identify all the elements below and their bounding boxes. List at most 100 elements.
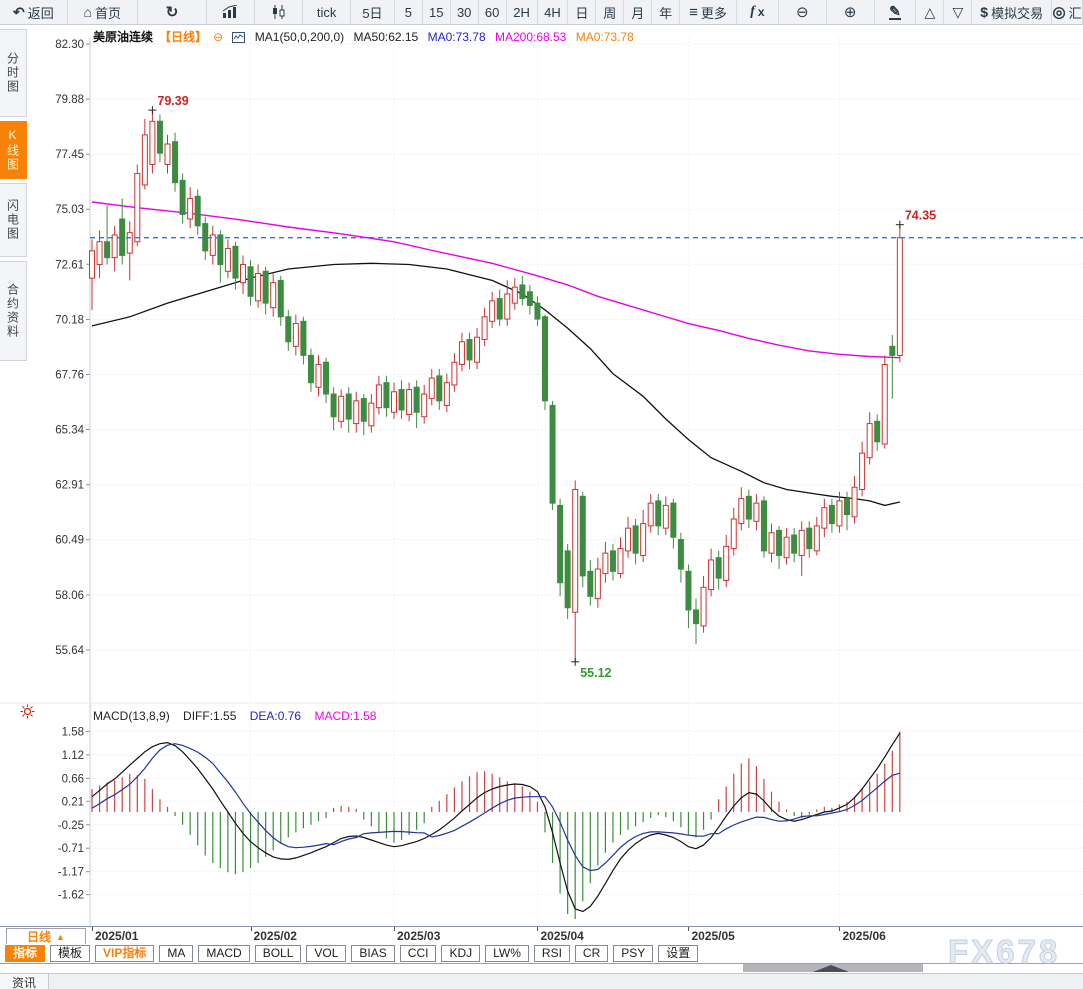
- period-selector[interactable]: 日线 ▲: [6, 928, 86, 945]
- month-tick: [537, 927, 539, 931]
- toolbar-button-candle-chart[interactable]: [255, 0, 304, 24]
- indicator-tab-CCI[interactable]: CCI: [399, 945, 437, 962]
- gridlines: 82.30 79.88 77.45 75.03 72.61 70.18 67.76 65.34…: [0, 38, 1083, 925]
- toolbar-button-label: 5: [404, 4, 412, 20]
- indicator-tab-VOL[interactable]: VOL: [306, 945, 347, 962]
- toolbar-button-month[interactable]: 月: [624, 0, 653, 24]
- toolbar-button-day[interactable]: 日: [568, 0, 597, 24]
- top-toolbar: ↶ 返回 ⌂ 首页 ↻ tick 5日 5 15 30 60 2H 4H 日周月年 ≡ 更多 f x ⊖ ⊕ ✎ △ ▽ $ 模…: [0, 0, 1083, 25]
- toolbar-button-draw[interactable]: ✎: [875, 0, 917, 24]
- price-axis-label: 75.03: [55, 204, 84, 216]
- status-bar: 资讯: [0, 973, 1083, 989]
- sidebar-tab-3[interactable]: 闪电图: [0, 183, 27, 257]
- indicator-tab-指标[interactable]: 指标: [5, 945, 46, 962]
- price-axis-label: 72.61: [55, 259, 84, 271]
- toolbar-button-triangle-up[interactable]: △: [916, 0, 945, 24]
- toolbar-button-m30[interactable]: 30: [451, 0, 479, 24]
- macd-axis-label: -1.62: [58, 890, 84, 902]
- toolbar-button-label: 日: [575, 5, 589, 21]
- price-axis-label: 58.06: [55, 590, 84, 602]
- price-axis-label: 77.45: [55, 149, 84, 161]
- toolbar-button-year[interactable]: 年: [652, 0, 681, 24]
- macd-diff-line: [91, 732, 901, 913]
- toolbar-button-home[interactable]: ⌂ 首页: [68, 0, 138, 24]
- toolbar-button-week[interactable]: 周: [596, 0, 625, 24]
- indicator-tab-CR[interactable]: CR: [574, 945, 609, 962]
- candles: [89, 110, 903, 662]
- toolbar-button-zoom-in[interactable]: ⊕: [827, 0, 875, 24]
- indicator-tab-MA[interactable]: MA: [159, 945, 194, 962]
- watermark: FX678: [947, 933, 1061, 971]
- toolbar-button-refresh[interactable]: ↻: [138, 0, 208, 24]
- month-tick: [839, 927, 841, 931]
- scrollbar-grip-icon: [813, 965, 849, 972]
- toolbar-button-label: 首页: [94, 5, 121, 21]
- indicator-tab-BIAS[interactable]: BIAS: [351, 945, 395, 962]
- indicator-tab-BOLL[interactable]: BOLL: [254, 945, 302, 962]
- toolbar-button-more[interactable]: ≡ 更多: [680, 0, 737, 24]
- macd-diff-value: DIFF:1.55: [183, 709, 237, 723]
- toolbar-button-label: 更多: [700, 5, 727, 21]
- month-label: 2025/06: [842, 929, 886, 943]
- sidebar-tab-2[interactable]: K线图: [0, 121, 27, 179]
- month-tick: [250, 927, 252, 931]
- period-selector-label: 日线: [27, 930, 52, 944]
- month-tick: [394, 927, 395, 931]
- annotation-74.35: 74.35: [905, 209, 936, 223]
- ma50-line: [91, 262, 901, 507]
- collapse-icon[interactable]: ⊖: [213, 30, 224, 44]
- month-label: 2025/01: [95, 929, 139, 943]
- macd-axis-label: 1.12: [62, 750, 84, 762]
- ma200-line: [91, 201, 900, 359]
- toolbar-button-zoom-out[interactable]: ⊖: [779, 0, 827, 24]
- toolbar-button-m15[interactable]: 15: [423, 0, 451, 24]
- toolbar-button-sim-trade[interactable]: $ 模拟交易: [972, 0, 1053, 24]
- indicator-tab-VIP指标[interactable]: VIP指标: [95, 945, 155, 962]
- indicator-tab-LW%[interactable]: LW%: [485, 945, 529, 962]
- toolbar-button-tick[interactable]: tick: [303, 0, 352, 24]
- toolbar-button-label: 周: [603, 5, 617, 21]
- price-axis-label: 79.88: [55, 94, 84, 106]
- macd-axis-label: 1.58: [62, 726, 84, 738]
- macd-panel-icon[interactable]: [20, 704, 35, 724]
- toolbar-button-m60[interactable]: 60: [479, 0, 507, 24]
- annotation-55.12: 55.12: [580, 666, 611, 680]
- toolbar-button-back[interactable]: ↶ 返回: [0, 0, 68, 24]
- scrollbar-thumb[interactable]: [743, 964, 923, 972]
- symbol-name: 美原油连续: [93, 30, 154, 44]
- toolbar-button-h4[interactable]: 4H: [538, 0, 569, 24]
- toolbar-button-m5[interactable]: 5: [395, 0, 423, 24]
- toolbar-button-label: 15: [429, 4, 444, 20]
- ma0-orange-value: MA0:73.78: [575, 30, 634, 44]
- toolbar-button-triangle-down[interactable]: ▽: [944, 0, 973, 24]
- month-label: 2025/05: [691, 929, 735, 943]
- sidebar-tab-4[interactable]: 合约资料: [0, 261, 27, 361]
- macd-header: MACD(13,8,9) DIFF:1.55 DEA:0.76 MACD:1.5…: [93, 709, 386, 723]
- annotation-79.39: 79.39: [157, 94, 188, 108]
- indicator-tab-模板[interactable]: 模板: [50, 945, 91, 962]
- news-tab[interactable]: 资讯: [0, 974, 50, 989]
- price-annotations: 79.39 74.35 55.12: [148, 94, 936, 680]
- x-axis-row: 日线 ▲ 2025/01 2025/02 2025/03 2025/04 2025/05…: [0, 926, 1083, 945]
- month-label: 2025/04: [540, 929, 584, 943]
- indicator-tab-KDJ[interactable]: KDJ: [441, 945, 481, 962]
- toolbar-button-label: 模拟交易: [991, 5, 1044, 21]
- macd-axis-label: 0.66: [62, 773, 84, 785]
- price-axis-label: 65.34: [55, 425, 84, 437]
- indicator-tab-MACD[interactable]: MACD: [198, 945, 250, 962]
- macd-axis-label: -0.71: [58, 843, 84, 855]
- toolbar-button-line-chart[interactable]: [207, 0, 256, 24]
- indicator-tab-RSI[interactable]: RSI: [533, 945, 570, 962]
- toolbar-button-label: 5日: [362, 5, 383, 21]
- toolbar-button-5d[interactable]: 5日: [351, 0, 395, 24]
- indicator-tab-PSY[interactable]: PSY: [613, 945, 654, 962]
- toolbar-button-h2[interactable]: 2H: [507, 0, 538, 24]
- indicator-tab-设置[interactable]: 设置: [658, 945, 699, 962]
- price-axis-label: 60.49: [55, 535, 84, 547]
- toolbar-button-label: 汇: [1068, 5, 1082, 21]
- ma-settings: MA1(50,0,200,0): [254, 30, 345, 44]
- sidebar-tab-1[interactable]: 分时图: [0, 29, 27, 117]
